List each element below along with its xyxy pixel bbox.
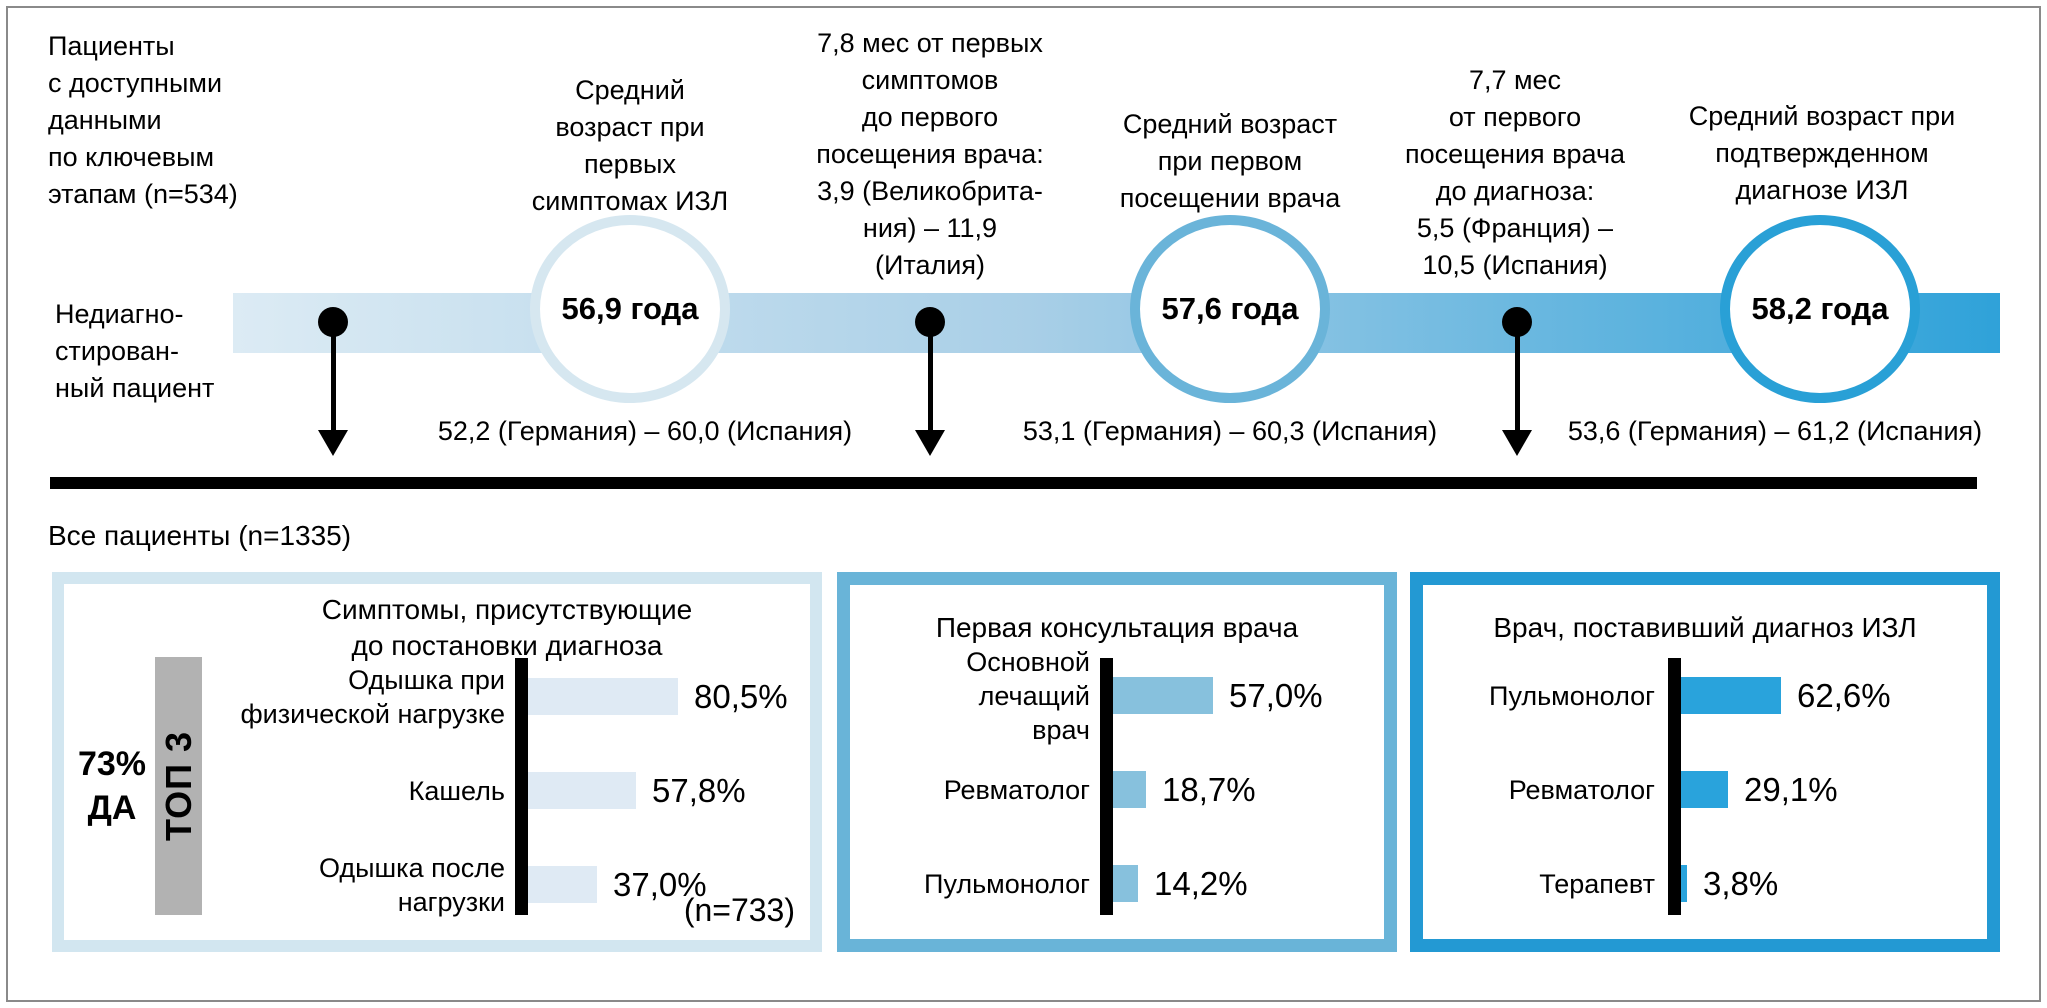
undiagnosed-patient-label: Недиагно- стирован- ный пациент <box>55 299 215 403</box>
chart-axis <box>1100 658 1113 915</box>
bar-pulmonologist <box>1681 677 1781 714</box>
bar-rheumatologist <box>1681 771 1728 808</box>
milestone-caption-first-visit: Средний возраст при первом посещении вра… <box>1119 109 1341 213</box>
milestone-caption-first-symptoms: Средний возраст при первых симптомах ИЗЛ <box>531 75 729 216</box>
chart-axis <box>515 658 528 915</box>
bar-value: 14,2% <box>1154 864 1248 902</box>
bar-pulmonologist <box>1113 865 1138 902</box>
age-value: 57,6 года <box>1161 291 1299 326</box>
marker-stem <box>928 322 933 430</box>
bar-value: 80,5% <box>694 677 788 715</box>
interval-caption-visit-to-diagnosis: 7,7 мес от первого посещения врача до ди… <box>1404 65 1626 280</box>
arrow-down-icon <box>1502 430 1532 456</box>
age-value: 56,9 года <box>561 291 699 326</box>
bar-row: 80,5% <box>528 678 788 715</box>
panel-title: Первая консультация врача <box>935 612 1299 643</box>
patients-header: Пациенты с доступными данными по ключевы… <box>48 31 238 209</box>
bar-label-pulmonologist: Пульмонолог <box>924 869 1090 899</box>
age-value: 58,2 года <box>1751 291 1889 326</box>
arrow-down-icon <box>915 430 945 456</box>
top3-bar: ТОП 3 <box>155 657 202 915</box>
bar-rheumatologist <box>1113 771 1146 808</box>
range-first-symptoms: 52,2 (Германия) – 60,0 (Испания) <box>437 416 853 446</box>
bar-label-primary-physician: Основной лечащий врач <box>966 647 1090 745</box>
panel-title: Врач, поставивший диагноз ИЗЛ <box>1493 612 1917 643</box>
panel-footnote-n733: (n=733) <box>683 892 795 928</box>
bar-label-rheumatologist: Ревматолог <box>1508 775 1655 805</box>
all-patients-label: Все пациенты (n=1335) <box>48 520 352 551</box>
bar-dyspnea-after <box>528 866 597 903</box>
bar-value: 29,1% <box>1744 770 1838 808</box>
bar-cough <box>528 772 636 809</box>
age-circle-first-symptoms: 56,9 года <box>530 215 730 403</box>
bar-row: 37,0% <box>528 866 707 903</box>
bar-value: 57,8% <box>652 771 746 809</box>
panel-symptoms: Симптомы, присутствующие до постановки д… <box>52 572 822 952</box>
bar-label-dyspnea-after: Одышка после нагрузки <box>318 853 505 917</box>
range-confirmed-diagnosis: 53,6 (Германия) – 61,2 (Испания) <box>1567 416 1983 446</box>
marker-stem <box>1515 322 1520 430</box>
bar-primary-physician <box>1113 677 1213 714</box>
bar-row: 18,7% <box>1113 771 1256 808</box>
panel-title: Симптомы, присутствующие до постановки д… <box>321 594 693 661</box>
bar-row: 29,1% <box>1681 771 1838 808</box>
marker-stem <box>331 322 336 430</box>
range-first-visit: 53,1 (Германия) – 60,3 (Испания) <box>1022 416 1438 446</box>
interval-caption-symptoms-to-visit: 7,8 мес от первых симптомов до первого п… <box>816 28 1044 280</box>
bar-value: 62,6% <box>1797 676 1891 714</box>
bar-label-dyspnea-exertion: Одышка при физической нагрузке <box>240 665 505 729</box>
panel-first-consultation: Первая консультация врача Основной лечащ… <box>837 572 1397 952</box>
bar-row: 14,2% <box>1113 865 1248 902</box>
milestone-caption-confirmed-diagnosis: Средний возраст при подтвержденном диагн… <box>1688 101 1956 205</box>
bar-therapist <box>1681 865 1687 902</box>
bar-value: 18,7% <box>1162 770 1256 808</box>
bar-value: 3,8% <box>1703 864 1779 902</box>
bar-label-rheumatologist: Ревматолог <box>943 775 1090 805</box>
panel-diagnosing-doctor: Врач, поставивший диагноз ИЗЛ Пульмоноло… <box>1410 572 2000 952</box>
bar-row: 57,8% <box>528 772 746 809</box>
bar-row: 62,6% <box>1681 677 1891 714</box>
bar-label-pulmonologist: Пульмонолог <box>1489 681 1655 711</box>
bar-label-cough: Кашель <box>408 776 505 806</box>
section-divider <box>50 477 1977 489</box>
timeline-gradient-band <box>233 293 2000 353</box>
bar-value: 57,0% <box>1229 676 1323 714</box>
age-circle-first-visit: 57,6 года <box>1130 215 1330 403</box>
bar-value: 37,0% <box>613 865 707 903</box>
top3-label: ТОП 3 <box>157 731 199 841</box>
bar-row: 3,8% <box>1681 865 1778 902</box>
stat-73-percent-yes: 73% ДА <box>77 745 147 827</box>
bar-label-therapist: Терапевт <box>1539 869 1655 899</box>
chart-axis <box>1668 658 1681 915</box>
age-circle-confirmed-diagnosis: 58,2 года <box>1720 215 1920 403</box>
bar-dyspnea-exertion <box>528 678 678 715</box>
bar-row: 57,0% <box>1113 677 1323 714</box>
arrow-down-icon <box>318 430 348 456</box>
